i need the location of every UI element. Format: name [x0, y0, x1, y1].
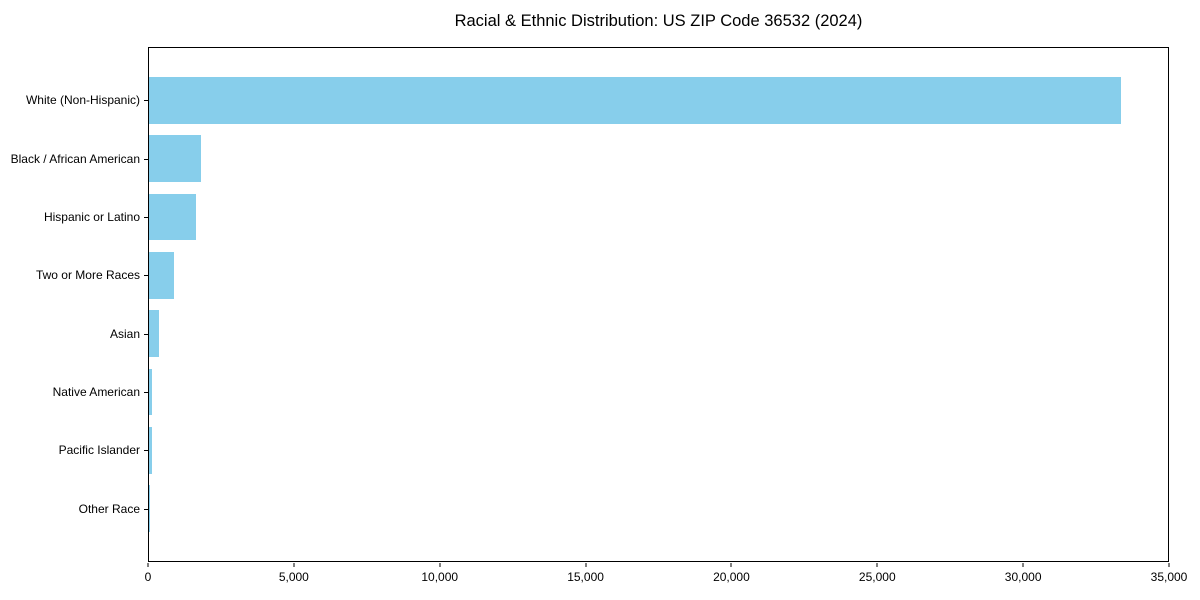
y-axis-category-label: Pacific Islander	[58, 443, 140, 458]
plot-area: White (Non-Hispanic) Black / African Amer…	[11, 47, 1169, 562]
bar-row: Black / African American	[11, 129, 1168, 187]
x-axis-tick-mark	[1168, 563, 1170, 567]
x-axis: 0 5,000 10,000 15,000 20,000 25,000 30,000 35,0…	[144, 563, 1187, 595]
x-axis-tick-label: 10,000	[421, 570, 459, 584]
y-axis-category-label: Asian	[109, 326, 140, 341]
y-axis-tick	[144, 450, 148, 452]
bar	[149, 193, 197, 241]
bar	[149, 485, 150, 533]
bar-row: Two or More Races	[36, 246, 1168, 304]
bar-row: White (Non-Hispanic)	[26, 71, 1168, 129]
y-axis-tick	[144, 100, 148, 102]
y-axis-tick	[144, 508, 148, 510]
x-axis-tick-label: 15,000	[567, 570, 604, 584]
y-axis-tick	[144, 275, 148, 277]
y-axis-tick	[144, 158, 148, 160]
bar-row: Hispanic or Latino	[44, 188, 1168, 246]
x-axis-tick-mark	[439, 563, 441, 567]
bar	[149, 76, 1122, 124]
y-axis-category-label: Black / African American	[10, 151, 140, 166]
x-axis-tick-mark	[730, 563, 732, 567]
bar	[149, 251, 175, 299]
x-axis-tick-label: 30,000	[1004, 570, 1042, 584]
x-axis-tick-label: 0	[144, 570, 152, 584]
bar-row: Native American	[53, 363, 1168, 421]
bar	[149, 427, 153, 474]
y-axis-category-label: White (Non-Hispanic)	[25, 93, 140, 108]
x-axis-tick-label: 20,000	[713, 570, 750, 584]
y-axis-tick	[144, 216, 148, 218]
x-axis-tick-mark	[1022, 563, 1024, 567]
bar-row: Pacific Islander	[59, 421, 1168, 479]
x-axis-tick-mark	[147, 563, 149, 567]
x-axis-tick-mark	[293, 563, 295, 567]
y-axis-tick	[144, 392, 148, 394]
y-axis-category-label: Hispanic or Latino	[43, 209, 140, 224]
bar-row: Other Race	[79, 480, 1168, 538]
bars-container: White (Non-Hispanic) Black / African Amer…	[11, 48, 1168, 561]
x-axis-tick-mark	[876, 563, 878, 567]
y-axis-category-label: Two or More Races	[35, 268, 140, 283]
bar	[149, 368, 153, 416]
x-axis-tick-label: 5,000	[278, 570, 309, 584]
y-axis-category-label: Native American	[52, 385, 140, 400]
bar-row: Asian	[110, 305, 1168, 363]
y-axis-category-label: Other Race	[78, 501, 140, 516]
x-axis-tick-label: 25,000	[858, 570, 896, 584]
bar	[149, 135, 202, 182]
x-axis-tick-label: 35,000	[1150, 570, 1188, 584]
x-axis-tick-mark	[585, 563, 587, 567]
y-axis-tick	[144, 333, 148, 335]
bar	[149, 310, 159, 358]
chart-title: Racial & Ethnic Distribution: US ZIP Cod…	[454, 12, 863, 30]
